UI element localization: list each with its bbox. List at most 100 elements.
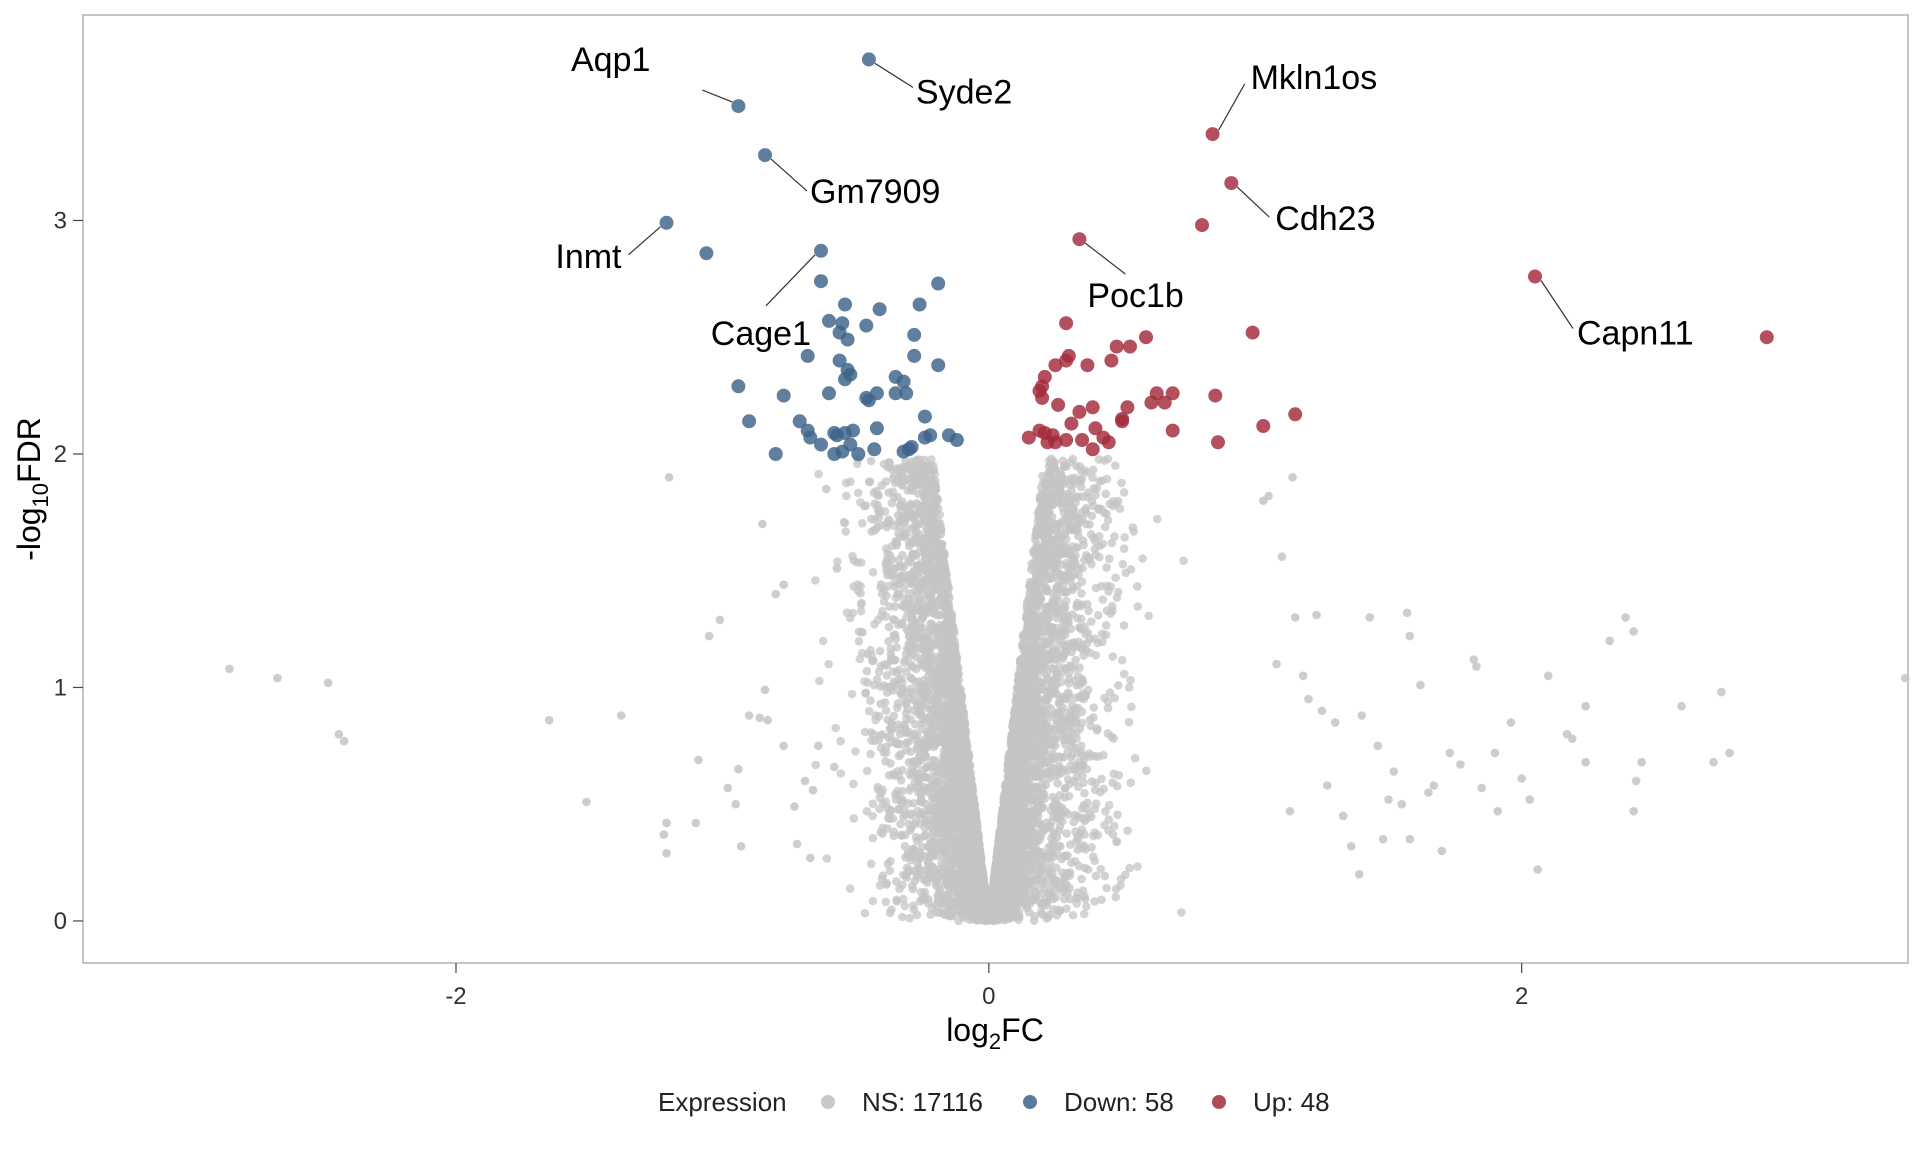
ns-point <box>867 736 876 745</box>
ns-point <box>856 498 865 507</box>
ns-point <box>1116 881 1125 890</box>
ns-point <box>893 720 903 729</box>
ns-point <box>1065 894 1075 904</box>
ns-point <box>868 833 878 843</box>
ns-point <box>1119 488 1129 497</box>
ns-point <box>1119 669 1129 679</box>
ns-point <box>909 696 919 705</box>
ns-point <box>1124 683 1134 692</box>
ns-point <box>836 736 845 746</box>
ns-point <box>1105 554 1114 563</box>
ns-point <box>815 676 824 686</box>
ns-point <box>1133 582 1142 591</box>
ns-point <box>919 624 929 633</box>
ns-point <box>892 541 901 550</box>
ns-point <box>857 598 866 608</box>
ns-point <box>841 527 850 536</box>
ns-point <box>1067 858 1076 868</box>
ns-point <box>811 760 820 770</box>
ns-point <box>898 766 907 775</box>
ns-point <box>1088 852 1098 861</box>
ns-point <box>1103 697 1113 706</box>
ns-point <box>870 499 879 509</box>
ns-point <box>1076 482 1086 492</box>
ns-point <box>1090 828 1099 837</box>
ns-point <box>1073 614 1082 623</box>
ns-point <box>1080 788 1089 798</box>
ns-point <box>905 500 914 510</box>
ns-point <box>1073 835 1083 844</box>
ns-point <box>899 658 909 667</box>
ns-point <box>857 648 867 658</box>
ns-point <box>1080 891 1089 901</box>
ns-point <box>1113 810 1122 819</box>
ns-point <box>1107 538 1117 548</box>
ns-point <box>1133 602 1143 611</box>
ns-point <box>1092 484 1102 493</box>
ns-point <box>900 810 910 819</box>
ns-point <box>854 637 864 646</box>
ns-point <box>1050 734 1060 744</box>
ns-point <box>901 667 911 676</box>
ns-point <box>909 798 918 808</box>
ns-point <box>1065 883 1074 893</box>
ns-point <box>884 637 893 646</box>
ns-point <box>1088 465 1098 475</box>
ns-point <box>818 636 828 646</box>
ns-point <box>1066 457 1075 467</box>
ns-point <box>894 665 904 675</box>
ns-point <box>904 727 914 737</box>
ns-point <box>1104 800 1114 810</box>
ns-point <box>811 576 820 585</box>
ns-point <box>866 749 875 759</box>
ns-point <box>900 901 910 911</box>
ns-point <box>1103 729 1113 738</box>
ns-point <box>1114 681 1123 690</box>
ns-point <box>892 877 901 886</box>
ns-point <box>862 666 872 676</box>
ns-point <box>1071 655 1080 665</box>
ns-point <box>1119 621 1129 630</box>
ns-point <box>864 706 874 716</box>
ns-point <box>881 757 890 766</box>
ns-point <box>915 819 925 828</box>
ns-point <box>1114 587 1123 597</box>
ns-point <box>885 908 895 918</box>
ns-point <box>824 659 833 669</box>
ns-point <box>1179 556 1188 565</box>
ns-point <box>1117 478 1126 488</box>
ns-point <box>1095 477 1104 486</box>
ns-point <box>881 706 891 715</box>
ns-point <box>1126 675 1135 685</box>
ns-point <box>1014 915 1023 925</box>
ns-point <box>1117 655 1127 665</box>
ns-point <box>895 532 905 541</box>
ns-point <box>913 783 922 793</box>
ns-point <box>925 695 935 705</box>
ns-point <box>1124 717 1134 727</box>
ns-point <box>1060 529 1070 539</box>
ns-point <box>848 551 857 561</box>
ns-point <box>875 804 884 814</box>
ns-point <box>1108 778 1117 787</box>
ns-point <box>1091 871 1101 881</box>
ns-point <box>1056 636 1066 646</box>
ns-points-layer <box>225 454 1910 926</box>
ns-point <box>1089 703 1098 712</box>
ns-point <box>885 602 894 611</box>
ns-point <box>1036 907 1046 917</box>
ns-point <box>866 696 875 705</box>
ns-point <box>1054 534 1063 543</box>
ns-point <box>1126 778 1136 788</box>
ns-point <box>1102 883 1111 893</box>
ns-point <box>899 584 908 593</box>
ns-point <box>882 880 891 889</box>
ns-point <box>868 799 878 808</box>
ns-point <box>868 811 877 821</box>
ns-point <box>1123 826 1132 835</box>
ns-point <box>1066 753 1076 762</box>
ns-point <box>1114 770 1124 780</box>
ns-point <box>1098 595 1108 604</box>
ns-point <box>814 469 823 479</box>
